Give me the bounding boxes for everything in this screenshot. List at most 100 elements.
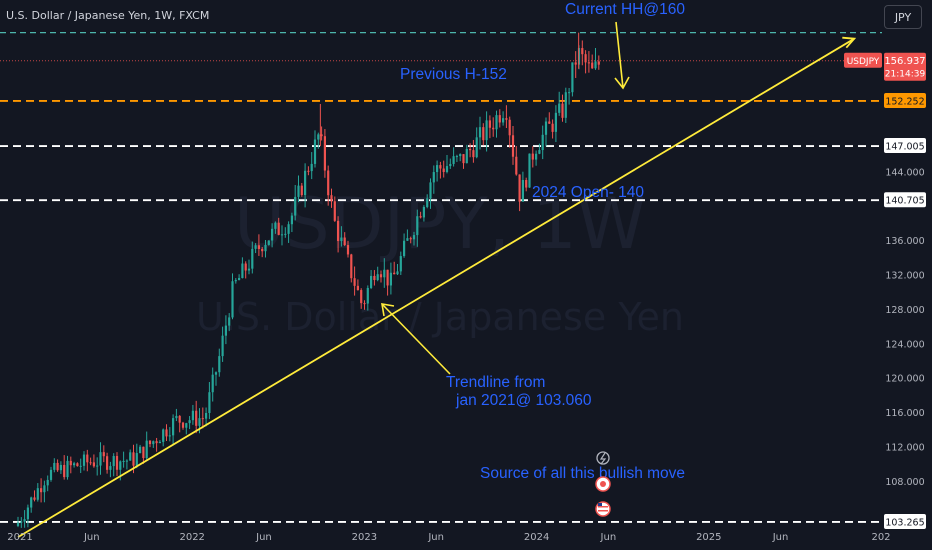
candle-body (531, 153, 534, 160)
candle-body (535, 153, 538, 160)
candle-body (244, 263, 247, 271)
candle-body (591, 62, 594, 69)
candle-body (379, 274, 383, 278)
trendline-pointer-arrowhead (381, 303, 395, 317)
y-tick-label: 136.000 (885, 236, 924, 247)
candle-body (511, 135, 515, 157)
y-tick-label: 124.000 (885, 339, 924, 350)
candle-body (122, 460, 125, 462)
candle-body (297, 185, 300, 197)
candle-body (274, 222, 277, 229)
horizontal-levels: 152.252 147.005 140.705 103.265 (0, 32, 926, 529)
lightning-bolt (599, 452, 607, 465)
candle-body (383, 269, 386, 278)
candle-body (191, 410, 194, 421)
candle-body (16, 522, 20, 526)
candle-body (89, 462, 92, 464)
candle-body (33, 497, 36, 500)
level-price-tag (884, 513, 926, 529)
candle-body (584, 54, 587, 63)
candle-body (66, 460, 69, 478)
candle-body (356, 285, 359, 291)
candle-body (333, 201, 336, 221)
candle-body (485, 120, 488, 141)
candle-body (508, 119, 511, 136)
symbol-tag (844, 52, 882, 68)
x-tick-label: Jun (772, 532, 789, 543)
candle-body (115, 456, 119, 470)
candle-body (148, 440, 152, 445)
candle-body (267, 240, 270, 245)
axes: 144.000 136.000 132.000 128.000 124.000 120.0… (7, 52, 926, 543)
candle-body (106, 456, 109, 470)
candle-body (310, 163, 313, 172)
candle-body (422, 206, 425, 218)
candles (16, 32, 600, 528)
candle-body (505, 118, 508, 120)
candle-body (158, 441, 161, 444)
candle-body (195, 410, 198, 426)
watermark: USDJPY, 1W U.S. Dollar / Japanese Yen (196, 183, 684, 339)
candle-body (554, 112, 557, 132)
candle-body (284, 233, 287, 235)
candle-body (109, 466, 112, 470)
candle-body (396, 271, 399, 275)
candle-body (525, 179, 528, 188)
candle-body (469, 148, 472, 151)
x-tick-label: 202 (871, 532, 890, 543)
candle-body (96, 465, 99, 467)
candle-body (172, 418, 175, 436)
candle-body (544, 121, 548, 135)
candle-body (472, 150, 475, 158)
candle-body (40, 488, 43, 493)
candle-body (429, 182, 432, 199)
candle-body (432, 172, 435, 183)
candle-body (132, 452, 135, 466)
candle-body (452, 156, 455, 164)
x-tick-label: 2024 (524, 532, 549, 543)
candle-body (412, 235, 416, 240)
candle-body (63, 464, 66, 478)
candle-body (313, 139, 317, 164)
candle-body (442, 168, 445, 173)
candle-body (574, 62, 577, 65)
candle-body (125, 460, 128, 462)
candle-body (518, 174, 521, 202)
candle-body (363, 303, 366, 305)
candle-body (251, 248, 254, 269)
candle-body (221, 335, 224, 357)
candle-body (304, 170, 307, 196)
candle-body (360, 290, 363, 304)
candle-body (571, 62, 574, 93)
candle-body (112, 456, 115, 467)
level-price-tag (884, 138, 926, 154)
candle-body (155, 441, 158, 444)
us-flag-stripe (598, 506, 608, 508)
candle-body (393, 272, 396, 275)
candle-body (548, 121, 551, 124)
currency-button[interactable]: JPY (884, 5, 922, 29)
x-tick-label: Jun (83, 532, 100, 543)
candle-body (92, 462, 95, 467)
candle-body (198, 418, 201, 426)
candle-body (568, 92, 571, 94)
candle-body (228, 317, 231, 326)
candle-body (129, 452, 132, 461)
bar-countdown: 21:14:39 (885, 70, 926, 80)
annotation-current-hh: Current HH@160 (565, 1, 685, 18)
lightning-icon (596, 451, 610, 465)
candle-body (320, 134, 323, 137)
candle-body (218, 356, 221, 373)
annotation-trendline-from: Trendline from (446, 374, 545, 391)
candle-body (224, 325, 227, 336)
y-tick-label: 112.000 (885, 442, 924, 453)
candle-body (317, 134, 320, 140)
candle-body (290, 215, 293, 225)
candle-body (234, 280, 237, 282)
candle-body (337, 220, 340, 242)
candle-body (69, 460, 72, 466)
symbol-tag-label: USDJPY (847, 57, 880, 67)
candle-body (445, 166, 449, 173)
candle-body (139, 446, 142, 454)
